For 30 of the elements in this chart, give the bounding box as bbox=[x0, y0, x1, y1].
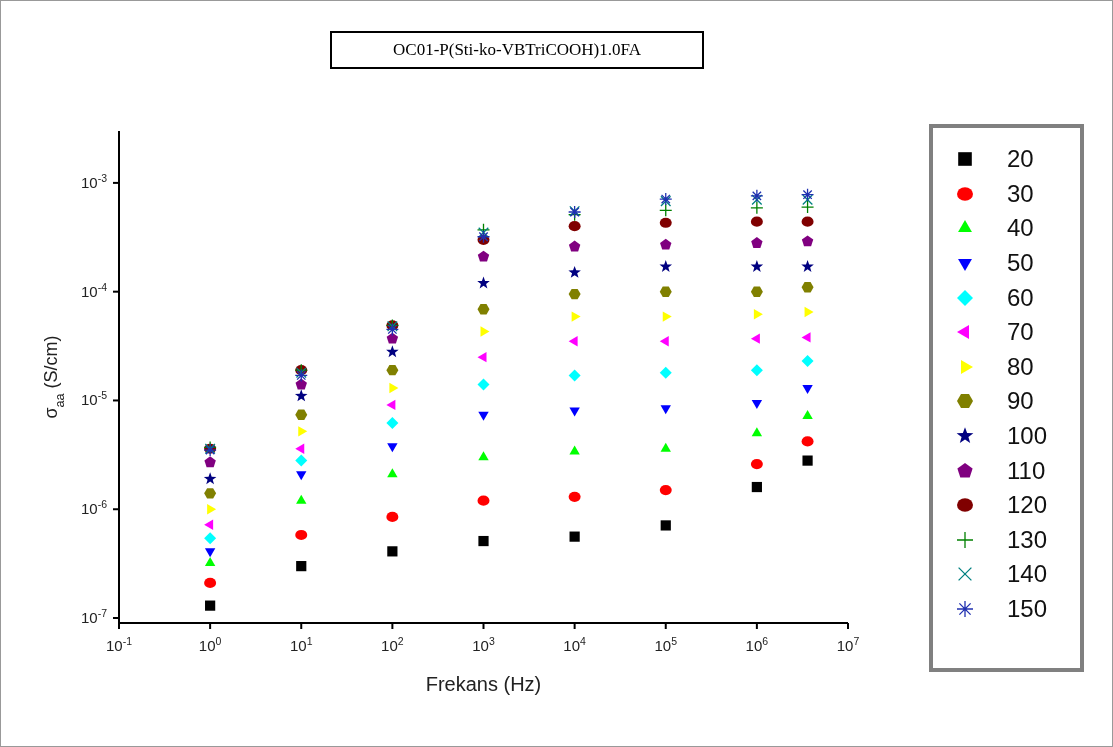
legend-label: 130 bbox=[1007, 525, 1048, 554]
x-tick-label: 10$^{7}$ bbox=[836, 635, 860, 654]
legend-label: 110 bbox=[1007, 456, 1046, 485]
legend-label: 150 bbox=[1007, 595, 1048, 624]
legend-label: 50 bbox=[1007, 249, 1034, 278]
legend-label: 20 bbox=[1007, 145, 1034, 174]
legend-label: 100 bbox=[1007, 422, 1048, 451]
legend-label: 140 bbox=[1007, 560, 1048, 589]
legend-label: 60 bbox=[1007, 283, 1034, 312]
y-tick-label: 10$^{-5}$ bbox=[80, 389, 108, 409]
y-tick-label: 10$^{-4}$ bbox=[80, 280, 108, 300]
legend-label: 40 bbox=[1007, 214, 1034, 243]
chart-title: OC01-P(Sti-ko-VBTriCOOH)1.0FA bbox=[330, 31, 704, 69]
x-tick-label: 10$^{6}$ bbox=[745, 635, 769, 654]
legend-label: 70 bbox=[1007, 318, 1034, 347]
x-tick-label: 10$^{2}$ bbox=[381, 635, 404, 654]
x-tick-label: 10$^{4}$ bbox=[563, 635, 587, 654]
legend-label: 80 bbox=[1007, 352, 1034, 381]
x-tick-label: 10$^{-1}$ bbox=[105, 635, 133, 654]
legend-label: 120 bbox=[1007, 491, 1048, 520]
x-tick-label: 10$^{0}$ bbox=[198, 635, 222, 654]
legend-label: 30 bbox=[1007, 179, 1034, 208]
x-tick-label: 10$^{5}$ bbox=[654, 635, 678, 654]
y-tick-label: 10$^{-3}$ bbox=[80, 171, 108, 191]
legend-label: 90 bbox=[1007, 387, 1034, 416]
x-axis-title: Frekans (Hz) bbox=[425, 673, 542, 695]
y-tick-label: 10$^{-6}$ bbox=[80, 498, 108, 518]
x-tick-label: 10$^{1}$ bbox=[289, 635, 313, 654]
y-tick-label: 10$^{-7}$ bbox=[80, 607, 108, 627]
x-tick-label: 10$^{3}$ bbox=[472, 635, 495, 654]
